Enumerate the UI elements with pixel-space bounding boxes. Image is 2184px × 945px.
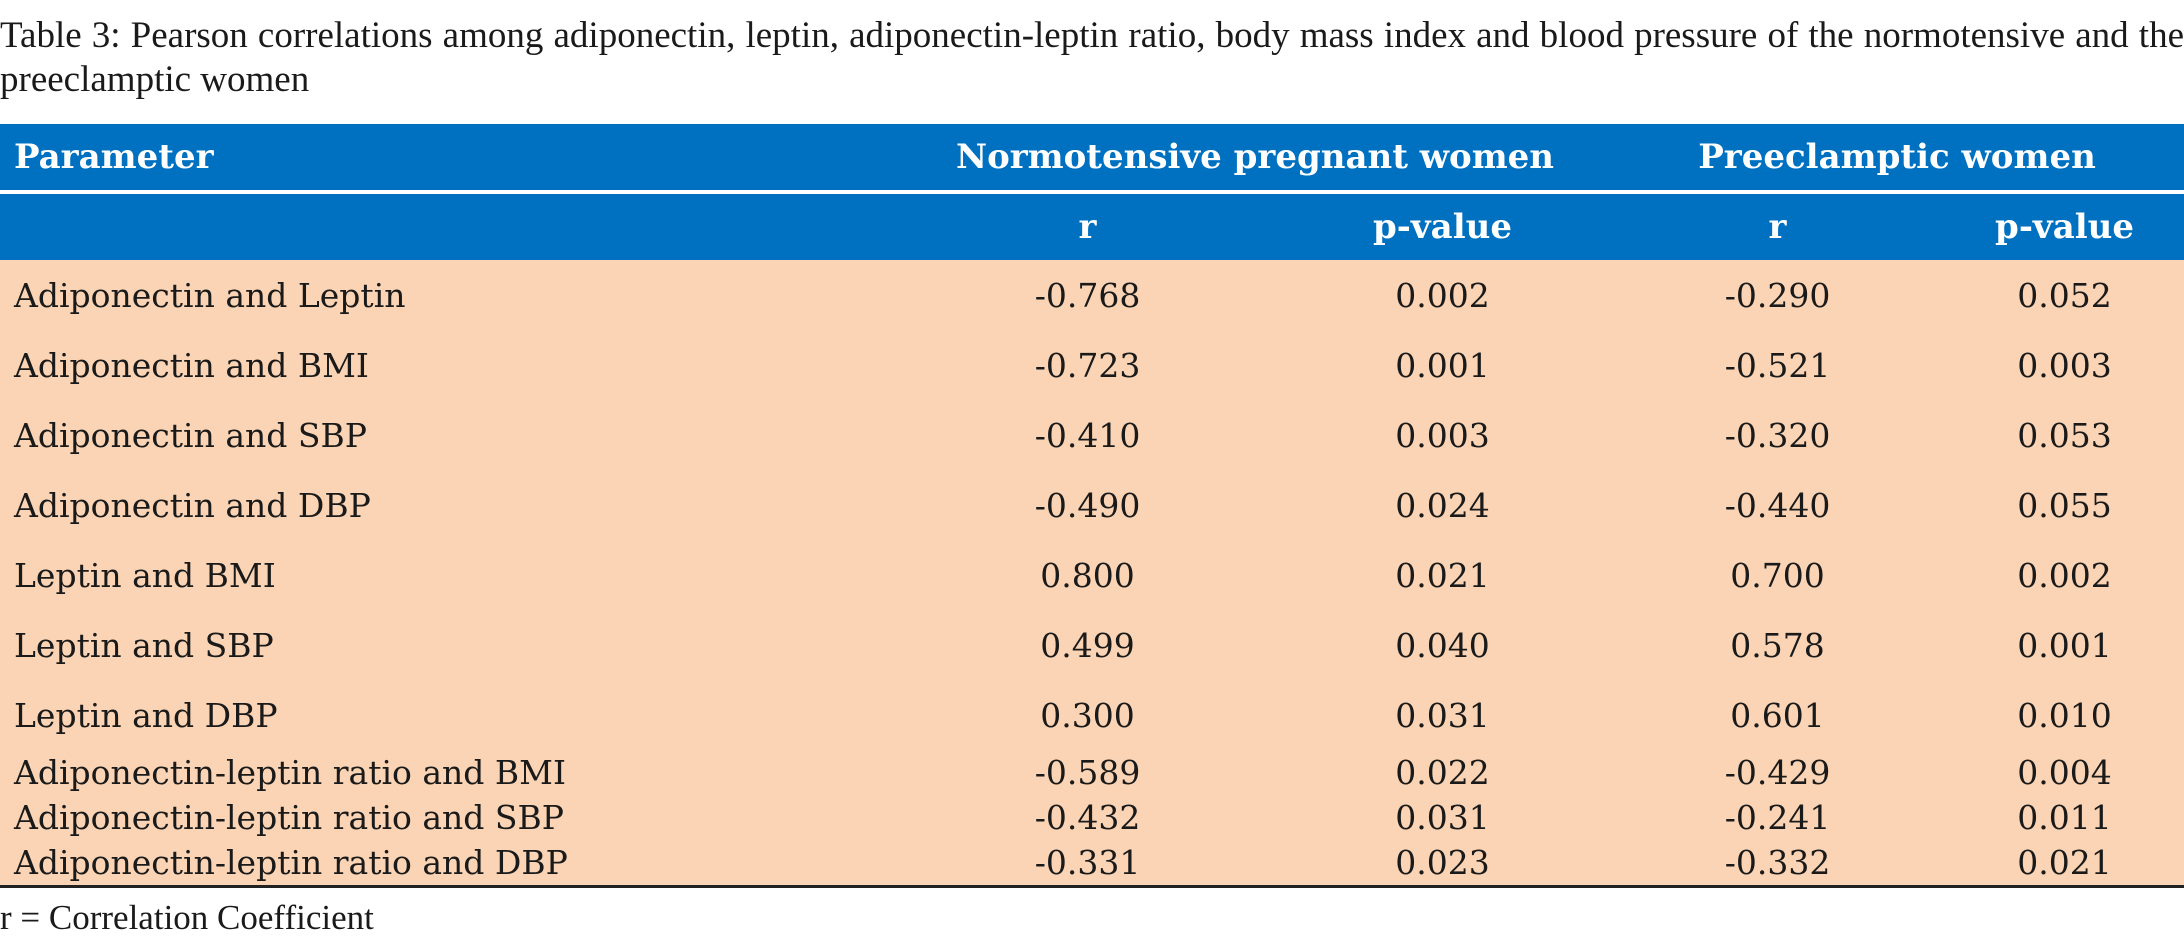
table-row: Adiponectin-leptin ratio and SBP -0.432 … (0, 795, 2184, 840)
row-preeclamptic-p: 0.010 (1945, 680, 2184, 750)
row-parameter: Adiponectin-leptin ratio and DBP (0, 840, 900, 888)
table-footnote: r = Correlation Coefficient (0, 898, 374, 937)
row-normotensive-p: 0.001 (1275, 330, 1611, 400)
row-preeclamptic-r: -0.440 (1610, 470, 1946, 540)
table-row: Adiponectin-leptin ratio and BMI -0.589 … (0, 750, 2184, 795)
table-row: Adiponectin and BMI -0.723 0.001 -0.521 … (0, 330, 2184, 400)
row-normotensive-r: 0.300 (900, 680, 1275, 750)
row-normotensive-p: 0.003 (1275, 400, 1611, 470)
row-normotensive-p: 0.023 (1275, 840, 1611, 888)
row-normotensive-p: 0.031 (1275, 680, 1611, 750)
header-preeclamptic-r: r (1610, 192, 1946, 260)
row-parameter: Leptin and BMI (0, 540, 900, 610)
header-parameter: Parameter (0, 124, 900, 194)
header-empty (0, 192, 900, 260)
row-preeclamptic-r: 0.601 (1610, 680, 1946, 750)
row-parameter: Leptin and SBP (0, 610, 900, 680)
table-row: Leptin and SBP 0.499 0.040 0.578 0.001 (0, 610, 2184, 680)
row-parameter: Adiponectin and DBP (0, 470, 900, 540)
row-preeclamptic-r: -0.290 (1610, 260, 1946, 330)
row-normotensive-r: -0.589 (900, 750, 1275, 795)
row-preeclamptic-r: 0.578 (1610, 610, 1946, 680)
row-normotensive-r: -0.410 (900, 400, 1275, 470)
row-normotensive-r: 0.499 (900, 610, 1275, 680)
row-normotensive-p: 0.031 (1275, 795, 1611, 840)
row-normotensive-r: -0.432 (900, 795, 1275, 840)
table-caption: Table 3: Pearson correlations among adip… (0, 15, 2184, 100)
row-parameter: Leptin and DBP (0, 680, 900, 750)
correlation-table-container: Parameter Normotensive pregnant women Pr… (0, 124, 2184, 888)
row-normotensive-p: 0.021 (1275, 540, 1611, 610)
table-row: Adiponectin and SBP -0.410 0.003 -0.320 … (0, 400, 2184, 470)
row-preeclamptic-p: 0.011 (1945, 795, 2184, 840)
row-preeclamptic-p: 0.021 (1945, 840, 2184, 888)
header-normotensive: Normotensive pregnant women (900, 124, 1611, 194)
row-preeclamptic-p: 0.052 (1945, 260, 2184, 330)
row-normotensive-p: 0.040 (1275, 610, 1611, 680)
row-normotensive-r: -0.768 (900, 260, 1275, 330)
header-preeclamptic-p: p-value (1945, 192, 2184, 260)
row-preeclamptic-r: -0.241 (1610, 795, 1946, 840)
row-preeclamptic-r: -0.320 (1610, 400, 1946, 470)
row-parameter: Adiponectin and BMI (0, 330, 900, 400)
row-preeclamptic-p: 0.002 (1945, 540, 2184, 610)
header-row-groups: Parameter Normotensive pregnant women Pr… (0, 124, 2184, 194)
row-normotensive-p: 0.024 (1275, 470, 1611, 540)
row-normotensive-p: 0.002 (1275, 260, 1611, 330)
row-normotensive-r: 0.800 (900, 540, 1275, 610)
row-preeclamptic-p: 0.001 (1945, 610, 2184, 680)
row-parameter: Adiponectin and Leptin (0, 260, 900, 330)
row-parameter: Adiponectin and SBP (0, 400, 900, 470)
row-preeclamptic-p: 0.003 (1945, 330, 2184, 400)
table-row: Leptin and BMI 0.800 0.021 0.700 0.002 (0, 540, 2184, 610)
row-preeclamptic-r: -0.521 (1610, 330, 1946, 400)
row-preeclamptic-p: 0.004 (1945, 750, 2184, 795)
header-row-stats: r p-value r p-value (0, 192, 2184, 260)
correlation-table: Parameter Normotensive pregnant women Pr… (0, 124, 2184, 888)
row-normotensive-r: -0.490 (900, 470, 1275, 540)
row-preeclamptic-r: -0.332 (1610, 840, 1946, 888)
row-normotensive-r: -0.723 (900, 330, 1275, 400)
row-normotensive-p: 0.022 (1275, 750, 1611, 795)
row-preeclamptic-p: 0.053 (1945, 400, 2184, 470)
row-preeclamptic-r: -0.429 (1610, 750, 1946, 795)
row-parameter: Adiponectin-leptin ratio and BMI (0, 750, 900, 795)
table-row: Adiponectin and DBP -0.490 0.024 -0.440 … (0, 470, 2184, 540)
row-normotensive-r: -0.331 (900, 840, 1275, 888)
header-normotensive-p: p-value (1275, 192, 1611, 260)
row-preeclamptic-r: 0.700 (1610, 540, 1946, 610)
row-parameter: Adiponectin-leptin ratio and SBP (0, 795, 900, 840)
table-row: Adiponectin and Leptin -0.768 0.002 -0.2… (0, 260, 2184, 330)
table-row: Adiponectin-leptin ratio and DBP -0.331 … (0, 840, 2184, 888)
table-row: Leptin and DBP 0.300 0.031 0.601 0.010 (0, 680, 2184, 750)
row-preeclamptic-p: 0.055 (1945, 470, 2184, 540)
header-normotensive-r: r (900, 192, 1275, 260)
header-preeclamptic: Preeclamptic women (1610, 124, 2184, 194)
